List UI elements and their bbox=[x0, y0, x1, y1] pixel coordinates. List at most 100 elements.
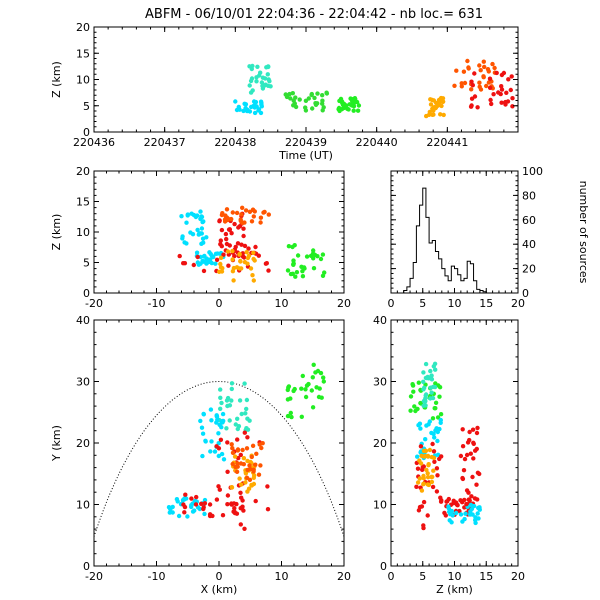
x-tick-label: -20 bbox=[85, 297, 103, 310]
source-point bbox=[438, 412, 444, 417]
source-point bbox=[487, 85, 493, 91]
source-point bbox=[242, 430, 247, 435]
source-point bbox=[482, 64, 487, 70]
source-point bbox=[229, 231, 234, 236]
source-point bbox=[233, 422, 238, 427]
source-point bbox=[199, 226, 205, 231]
source-point bbox=[304, 383, 310, 388]
source-point bbox=[314, 385, 319, 390]
source-point bbox=[239, 266, 244, 271]
source-point bbox=[238, 482, 244, 487]
source-point bbox=[473, 515, 478, 520]
source-point bbox=[235, 426, 240, 432]
source-point bbox=[216, 484, 221, 489]
y-tick-label: 40 bbox=[522, 238, 536, 251]
source-point bbox=[244, 406, 249, 412]
source-point bbox=[225, 502, 230, 507]
source-point bbox=[232, 253, 237, 259]
source-point bbox=[195, 260, 200, 265]
source-point bbox=[469, 87, 474, 92]
time-height-plot-area bbox=[233, 58, 515, 119]
source-point bbox=[181, 261, 186, 266]
source-point bbox=[221, 457, 227, 462]
source-point bbox=[485, 67, 491, 72]
x-tick-label: 20 bbox=[337, 297, 351, 310]
source-point bbox=[189, 504, 194, 510]
source-point bbox=[290, 91, 295, 96]
source-point bbox=[260, 441, 265, 446]
source-point bbox=[431, 468, 436, 473]
source-point bbox=[487, 76, 493, 81]
y-tick-label: 10 bbox=[76, 226, 90, 239]
source-point bbox=[219, 425, 224, 430]
source-point bbox=[438, 420, 443, 425]
source-point bbox=[426, 482, 432, 488]
source-point bbox=[241, 233, 246, 239]
source-point bbox=[219, 451, 225, 457]
source-point bbox=[421, 370, 426, 375]
source-point bbox=[311, 362, 316, 367]
source-point bbox=[408, 394, 414, 399]
source-point bbox=[416, 380, 421, 385]
source-point bbox=[261, 83, 267, 89]
source-point bbox=[484, 83, 489, 89]
source-point bbox=[180, 234, 185, 239]
source-point bbox=[198, 209, 203, 214]
source-point bbox=[429, 373, 434, 378]
y-tick-label: 60 bbox=[522, 214, 536, 227]
source-point bbox=[209, 418, 214, 423]
source-point bbox=[410, 382, 415, 387]
source-point bbox=[454, 510, 459, 516]
source-point bbox=[433, 105, 438, 111]
source-point bbox=[321, 375, 326, 380]
source-point bbox=[429, 377, 435, 382]
y-tick-label: 80 bbox=[522, 189, 536, 202]
source-point bbox=[267, 79, 272, 84]
time-height-frame bbox=[93, 26, 519, 133]
source-point bbox=[227, 418, 232, 423]
source-point bbox=[235, 461, 240, 466]
source-point bbox=[423, 361, 429, 367]
source-point bbox=[245, 416, 250, 421]
source-point bbox=[200, 236, 206, 241]
source-point bbox=[200, 219, 205, 225]
x-tick-label: 20 bbox=[511, 297, 525, 310]
source-point bbox=[195, 213, 200, 218]
y-tick-label: 15 bbox=[76, 196, 90, 209]
source-point bbox=[435, 415, 441, 420]
source-point bbox=[251, 250, 256, 255]
source-point bbox=[439, 103, 444, 109]
source-point bbox=[454, 68, 459, 73]
source-point bbox=[476, 505, 481, 511]
source-point bbox=[250, 443, 256, 448]
source-point bbox=[238, 522, 243, 527]
source-point bbox=[423, 399, 428, 404]
source-point bbox=[449, 508, 454, 514]
height-histogram-plot-area bbox=[391, 187, 518, 293]
source-point bbox=[238, 506, 243, 511]
source-point bbox=[287, 91, 292, 97]
source-point bbox=[247, 64, 252, 69]
source-point bbox=[214, 414, 220, 419]
source-point bbox=[199, 501, 204, 506]
source-point bbox=[506, 77, 511, 82]
source-point bbox=[219, 227, 225, 233]
source-point bbox=[183, 492, 188, 497]
source-point bbox=[438, 495, 443, 500]
source-point bbox=[426, 462, 431, 467]
source-point bbox=[210, 254, 216, 259]
height-histogram-y-axis-label: number of sources bbox=[577, 181, 590, 284]
y-tick-label: 30 bbox=[76, 376, 90, 389]
source-point bbox=[338, 96, 344, 102]
source-point bbox=[259, 445, 264, 451]
source-point bbox=[225, 469, 230, 474]
source-point bbox=[249, 104, 254, 110]
source-point bbox=[220, 411, 226, 417]
source-point bbox=[199, 425, 205, 430]
source-point bbox=[412, 404, 417, 409]
source-point bbox=[241, 255, 247, 260]
source-point bbox=[220, 513, 226, 518]
x-height-plot-area bbox=[177, 205, 327, 283]
source-point bbox=[422, 402, 427, 408]
x-height-frame bbox=[93, 170, 345, 294]
